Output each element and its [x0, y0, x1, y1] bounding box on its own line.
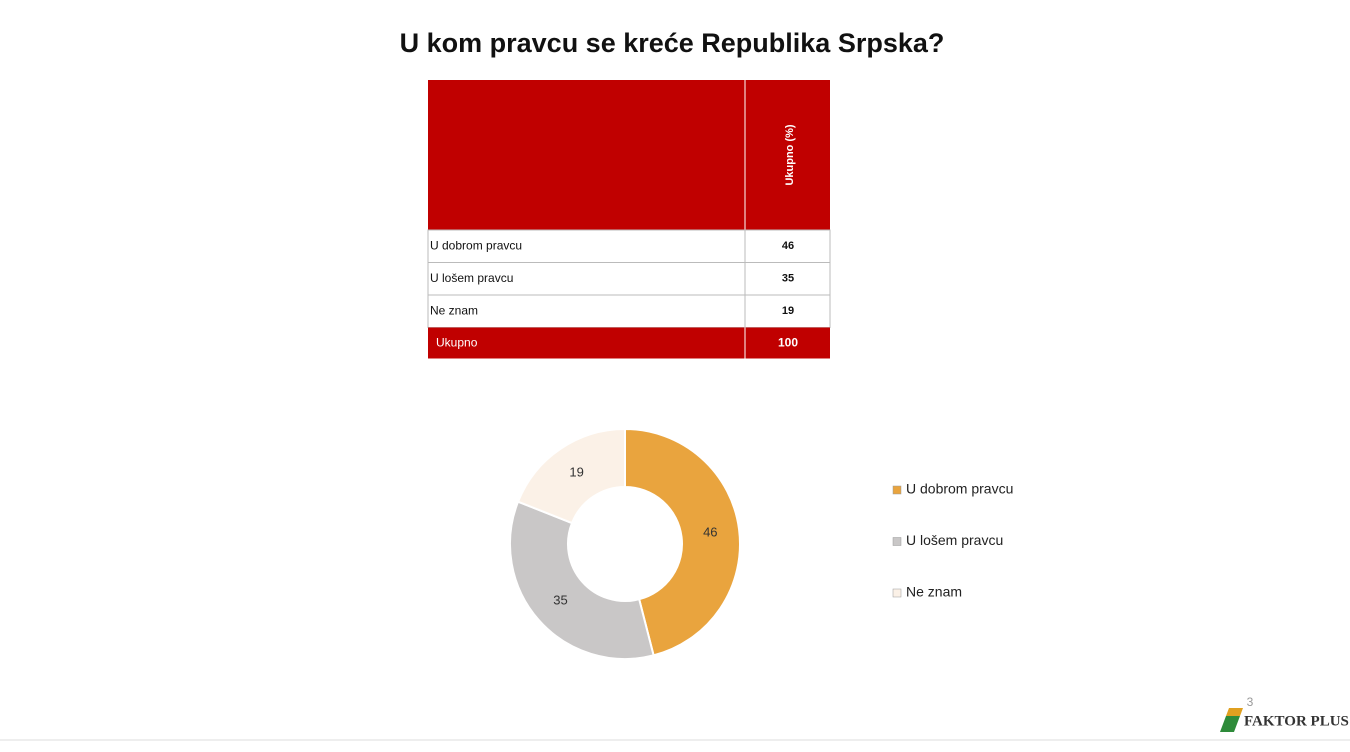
legend-swatch: [892, 537, 902, 546]
logo: FAKTOR PLUS: [1220, 708, 1349, 732]
table-header: [428, 80, 830, 230]
column-header: Ukupno (%): [784, 124, 796, 185]
row-value: 35: [782, 273, 794, 285]
legend-swatch: [892, 588, 902, 598]
logo-icon: [1220, 716, 1240, 732]
row-value: 46: [782, 240, 794, 252]
donut-slice: [509, 500, 655, 660]
row-label: U lošem pravcu: [430, 271, 513, 285]
table-row: [427, 294, 831, 328]
row-label: Ne znam: [430, 303, 478, 317]
legend-label: Ne znam: [906, 584, 962, 600]
data-label: 46: [703, 525, 717, 540]
legend-label: U lošem pravcu: [906, 532, 1003, 548]
page-number: 3: [1247, 695, 1254, 709]
table-row: [427, 262, 831, 296]
data-label: 35: [553, 592, 567, 607]
legend-swatch: [892, 485, 902, 495]
table: Ukupno (%) U dobrom pravcu 46 U lošem pravc…: [427, 80, 831, 359]
donut-chart: 46 U dobrom pravcu 35 U lošem pravcu 19 Ne zn…: [509, 427, 1013, 660]
data-label: 19: [569, 464, 583, 479]
total-label: Ukupno: [436, 336, 478, 350]
logo-icon: [1226, 708, 1243, 716]
donut-slice: [624, 427, 741, 657]
slide-title: U kom pravcu se kreće Republika Srpska?: [400, 28, 945, 58]
row-value: 19: [782, 305, 794, 317]
row-label: U dobrom pravcu: [430, 238, 522, 252]
legend-label: U dobrom pravcu: [906, 481, 1013, 497]
logo-text: FAKTOR PLUS: [1244, 713, 1349, 729]
total-value: 100: [778, 336, 798, 350]
donut-slice: [516, 427, 626, 525]
table-total-row: [428, 327, 830, 359]
